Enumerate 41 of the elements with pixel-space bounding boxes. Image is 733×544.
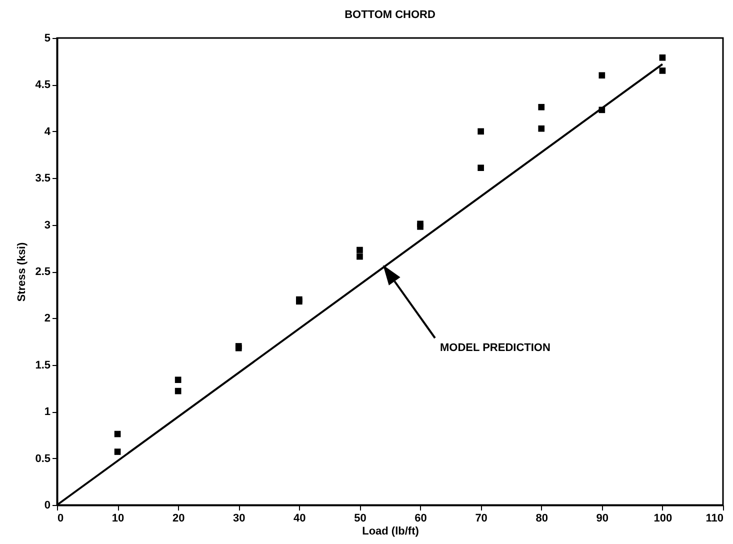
point <box>538 104 545 110</box>
y-tick-label: 1.5 <box>35 359 50 372</box>
x-tick-label: 80 <box>536 512 548 524</box>
y-tick-label: 4.5 <box>35 79 50 92</box>
x-tick-label: 90 <box>596 512 609 524</box>
y-tick-label: 5 <box>44 32 50 44</box>
point <box>417 224 424 230</box>
x-tick-label: 100 <box>654 512 672 524</box>
annotation: MODEL PREDICTION <box>440 342 550 354</box>
x-tick-label: 70 <box>475 512 488 524</box>
point <box>478 128 484 135</box>
y-tick-label: 1 <box>44 406 50 418</box>
y-tick-label: 3 <box>44 219 50 232</box>
y-axis-title: Stress (ksi) <box>16 242 28 302</box>
point <box>659 68 666 74</box>
point <box>174 388 182 394</box>
x-tick-label: 0 <box>58 512 64 524</box>
y-tick-label: 2.5 <box>35 266 50 278</box>
x-tick-label: 110 <box>706 512 724 524</box>
point <box>114 430 121 438</box>
point <box>659 54 666 61</box>
point <box>538 125 545 132</box>
x-tick-label: 60 <box>414 512 427 524</box>
x-tick-label: 20 <box>172 512 185 524</box>
y-tick-label: 0.5 <box>35 452 50 465</box>
x-tick-label: 40 <box>294 512 306 524</box>
point <box>356 253 363 260</box>
point <box>174 376 182 384</box>
y-tick-label: 2 <box>44 312 50 325</box>
chart-title: BOTTOM CHORD <box>344 9 436 21</box>
x-axis-title: Load (lb/ft) <box>362 526 420 538</box>
x-tick-label: 50 <box>354 512 366 524</box>
point <box>598 72 606 79</box>
point <box>478 164 484 171</box>
y-tick-label: 0 <box>44 500 50 512</box>
point <box>356 246 363 254</box>
y-tick-label: 4 <box>44 126 52 138</box>
point <box>114 448 121 455</box>
x-tick-label: 30 <box>233 512 246 524</box>
x-tick-label: 10 <box>112 512 124 524</box>
y-tick-label: 3.5 <box>35 172 50 185</box>
